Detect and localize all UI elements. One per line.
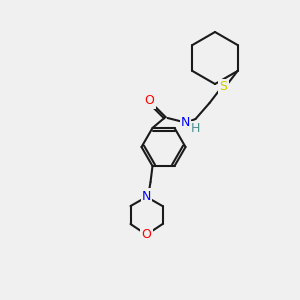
Text: N: N xyxy=(142,190,151,202)
Text: N: N xyxy=(181,116,190,130)
Text: H: H xyxy=(191,122,200,136)
Text: O: O xyxy=(142,228,152,241)
Text: S: S xyxy=(220,80,227,94)
Text: O: O xyxy=(145,94,154,107)
